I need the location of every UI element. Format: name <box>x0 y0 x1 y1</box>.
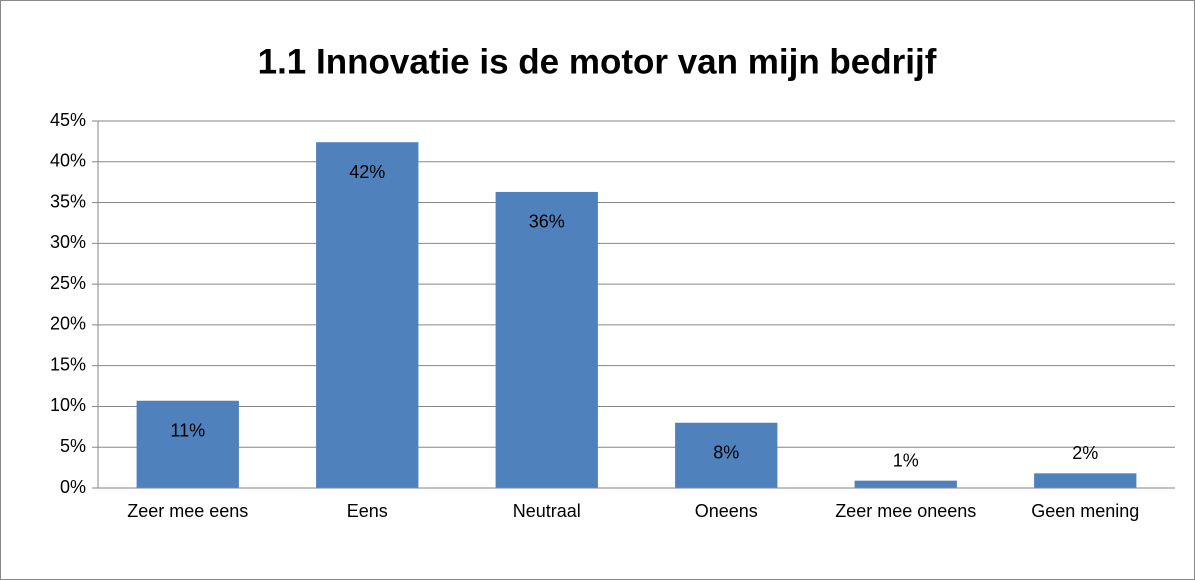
data-label: 36% <box>529 212 565 232</box>
bar <box>316 142 419 488</box>
bar <box>675 422 778 488</box>
data-label: 11% <box>170 420 205 440</box>
y-tick-label: 25% <box>50 273 86 293</box>
chart-title: 1.1 Innovatie is de motor van mijn bedri… <box>258 42 937 81</box>
data-label: 1% <box>893 450 919 470</box>
y-tick-label: 30% <box>50 232 86 252</box>
y-tick-label: 10% <box>50 395 86 415</box>
y-tick-label: 35% <box>50 191 86 211</box>
bar <box>854 480 957 488</box>
x-tick-label: Neutraal <box>512 501 581 521</box>
data-label: 8% <box>713 443 739 463</box>
y-tick-label: 15% <box>50 354 86 374</box>
y-tick-label: 40% <box>50 151 86 171</box>
y-tick-label: 20% <box>50 314 86 334</box>
data-label: 2% <box>1072 443 1098 463</box>
bar <box>495 191 598 488</box>
y-tick-label: 5% <box>60 436 86 456</box>
bar <box>1034 473 1137 488</box>
x-tick-label: Geen mening <box>1031 501 1140 521</box>
x-tick-label: Zeer mee eens <box>127 501 249 521</box>
data-label: 42% <box>349 162 385 182</box>
x-tick-label: Eens <box>346 501 388 521</box>
y-tick-label: 0% <box>60 477 86 497</box>
y-tick-label: 45% <box>50 110 86 130</box>
x-tick-label: Oneens <box>694 501 758 521</box>
x-tick-label: Zeer mee oneens <box>835 501 977 521</box>
bar <box>136 400 239 488</box>
